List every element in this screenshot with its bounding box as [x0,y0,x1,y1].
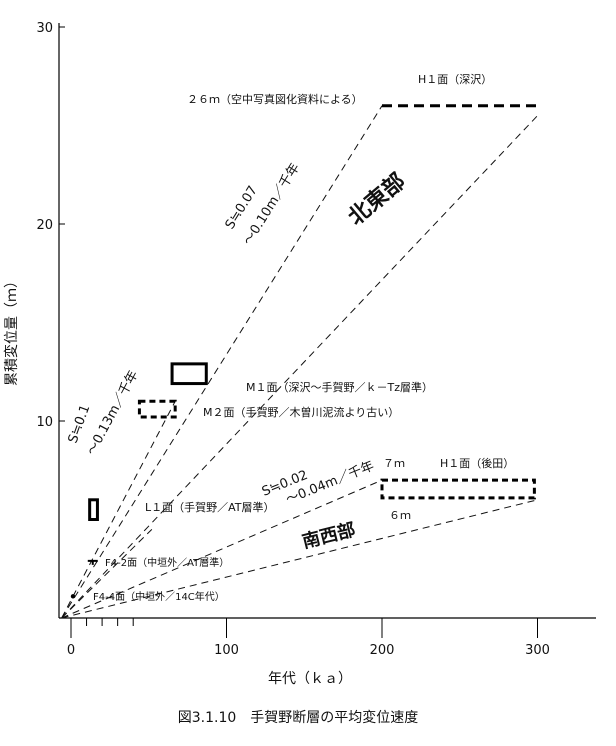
y-axis-title: 累積変位量（ｍ） [3,274,20,386]
annotation-rate-01-a: S≒0.1 [66,403,94,446]
annotation-m2: M２面（手賀野／木曽川泥流より古い） [203,405,399,419]
y-tick-label-10: 10 [36,415,53,430]
y-ticks: 10 20 30 [36,21,65,430]
data-box-4 [380,478,536,500]
guide-line-5 [61,479,383,619]
other-marks [70,104,538,599]
data-box-2 [137,399,177,419]
annotation-rate-01-b: ～0.13m／千年 [84,368,141,458]
annotation-f44: F4-4面（中垣外／14C年代） [93,590,225,603]
x-ticks: 0 100 200 300 [67,618,550,658]
x-axis-title: 年代（ｋａ） [268,671,352,687]
f4-4-point [70,594,76,599]
guide-line-1 [61,105,383,619]
data-box-1 [170,362,208,386]
guide-line-4 [61,528,153,619]
annotation-h1-shenzawa: H１面（深沢） [418,72,492,86]
annotation-m1: M１面（深沢～手賀野／ｋ－Tz層準） [246,380,433,394]
annotation-7m: ７ｍ [383,457,405,470]
y-tick-label-30: 30 [36,21,53,36]
region-northeast: 北東部 [343,168,410,230]
annotation-l1: L１面（手賀野／AT層準） [145,500,275,514]
x-tick-label-300: 300 [525,643,550,658]
region-southwest: 南西部 [300,518,358,552]
annotation-h1-ushirota: H１面（後田） [440,456,514,470]
guide-lines [61,105,538,619]
y-tick-label-20: 20 [36,218,53,233]
data-boxes [88,362,536,521]
data-box-3 [88,498,99,521]
x-tick-label-200: 200 [370,643,395,658]
guide-line-2 [61,115,538,619]
x-tick-label-0: 0 [67,643,75,658]
figure-caption: 図3.1.10 手賀野断層の平均変位速度 [178,709,419,726]
x-tick-label-100: 100 [214,643,239,658]
annotation-f42: F4-2面（中垣外／AT層準） [105,556,229,569]
annotation-6m: ６ｍ [389,509,411,522]
guide-line-6 [61,499,538,619]
annotation-26m: ２６ｍ（空中写真図化資料による） [187,92,363,106]
guide-line-3 [61,401,176,619]
